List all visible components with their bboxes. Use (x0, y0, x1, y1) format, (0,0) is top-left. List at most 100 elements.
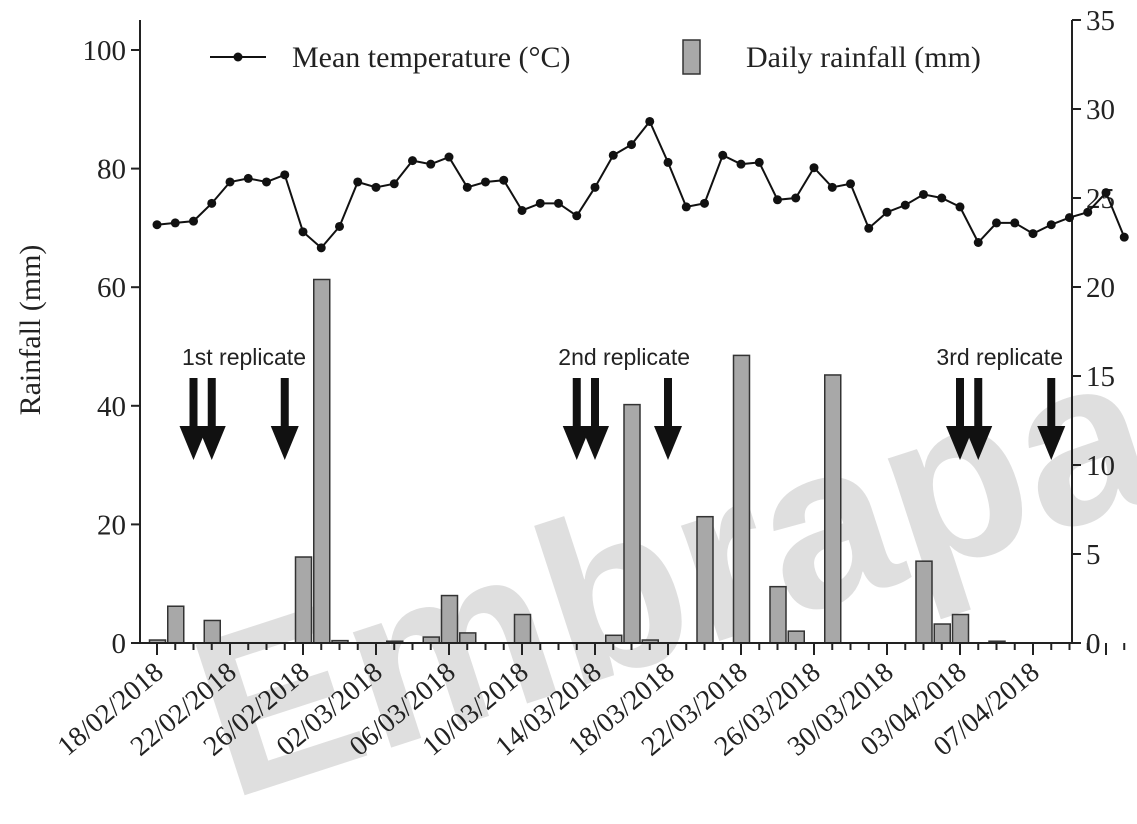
temperature-point (736, 159, 746, 169)
temperature-point (371, 182, 381, 192)
replicate-arrow-head (562, 426, 591, 460)
temperature-point (554, 198, 563, 208)
rainfall-bar (933, 623, 951, 644)
temperature-point (773, 195, 782, 205)
temperature-point (572, 211, 582, 221)
y-tick-label: 20 (97, 509, 126, 541)
temperature-point (864, 223, 874, 233)
replicate-arrow-head (654, 426, 682, 460)
temperature-point (608, 150, 618, 160)
temperature-point (243, 173, 253, 183)
temperature-point (280, 170, 290, 180)
replicate-arrow-head (197, 426, 226, 460)
temperature-point (353, 177, 363, 187)
temperature-point (462, 182, 472, 192)
rainfall-bar (769, 585, 787, 644)
rainfall-bar (440, 594, 459, 644)
temperature-point (827, 182, 837, 192)
y-axis-title: Rainfall (mm) (14, 245, 47, 416)
rainfall-bar (167, 605, 185, 644)
y2-tick-label: 10 (1086, 450, 1115, 482)
rainfall-bar (605, 634, 623, 644)
temperature-point (1010, 218, 1020, 228)
temperature-point (517, 205, 527, 215)
temperature-point (937, 193, 947, 203)
temperature-point (973, 238, 983, 247)
temperature-point (1119, 232, 1129, 242)
temperature-point (1028, 229, 1038, 239)
legend-bar-swatch (682, 39, 701, 75)
replicate-label: 3rd replicate (936, 344, 1063, 370)
temperature-point (225, 177, 235, 187)
replicate-arrow-head (179, 426, 208, 460)
y-tick-label: 0 (112, 628, 127, 660)
replicate-label: 2nd replicate (558, 344, 690, 370)
rainfall-bar (696, 515, 714, 644)
temperature-point (207, 198, 217, 208)
replicate-arrow-shaft (664, 378, 672, 430)
temperature-point (1101, 188, 1111, 198)
temperature-point (992, 218, 1001, 228)
y2-tick-label: 0 (1086, 628, 1101, 660)
y-tick-label: 60 (97, 272, 126, 304)
rainfall-bar (732, 354, 751, 644)
temperature-point (754, 157, 764, 167)
y2-tick-label: 35 (1086, 5, 1115, 37)
legend-line-marker (233, 52, 243, 62)
replicate-arrow-shaft (591, 378, 599, 430)
y2-tick-label: 5 (1086, 539, 1101, 571)
temperature-point (444, 152, 454, 162)
y2-tick-label: 20 (1086, 272, 1115, 304)
rainfall-bar (203, 619, 221, 644)
rainfall-bar (824, 374, 842, 644)
temperature-point (170, 218, 180, 228)
replicate-label: 1st replicate (182, 344, 306, 370)
replicate-arrow-head (964, 426, 993, 460)
temperature-point (663, 157, 673, 167)
replicate-arrow-shaft (1047, 378, 1056, 430)
rainfall-bar (787, 630, 805, 644)
rainfall-bar (313, 278, 331, 644)
temperature-point (389, 179, 399, 189)
temperature-point (645, 116, 655, 126)
temperature-point (882, 207, 892, 217)
rainfall-bar (513, 613, 532, 644)
temperature-point (791, 193, 801, 203)
temperature-point (700, 198, 709, 208)
replicate-arrow-shaft (956, 378, 964, 430)
temperature-point (681, 202, 691, 212)
temperature-point (718, 150, 728, 160)
replicate-arrow-shaft (572, 378, 581, 430)
replicate-arrow-shaft (974, 378, 983, 430)
y2-tick-label: 15 (1086, 361, 1115, 393)
temperature-point (189, 216, 198, 226)
rainfall-bar (459, 632, 477, 644)
replicate-arrow-shaft (280, 378, 289, 430)
temperature-point (316, 243, 326, 253)
temperature-point (481, 177, 490, 187)
temperature-point (919, 189, 928, 199)
replicate-arrow-head (270, 426, 299, 460)
rainfall-bar (623, 403, 641, 644)
temperature-point (335, 221, 344, 231)
rainfall-bar (951, 613, 970, 644)
temperature-point (152, 220, 162, 230)
temperature-point (1083, 207, 1093, 217)
y2-tick-label: 30 (1086, 94, 1115, 126)
legend-line-label: Mean temperature (°C) (292, 41, 571, 74)
temperature-point (499, 175, 509, 185)
replicate-arrow-head (581, 426, 609, 460)
rainfall-bar (915, 560, 933, 644)
temperature-point (627, 140, 636, 150)
temperature-point (955, 202, 965, 212)
replicate-arrow-shaft (189, 378, 198, 430)
temperature-point (408, 156, 417, 166)
replicate-arrow-head (1037, 426, 1066, 460)
y-tick-label: 80 (97, 154, 126, 186)
y-tick-label: 100 (83, 35, 127, 67)
temperature-point (900, 200, 910, 210)
temperature-point (809, 163, 819, 173)
y-tick-label: 40 (97, 391, 126, 423)
